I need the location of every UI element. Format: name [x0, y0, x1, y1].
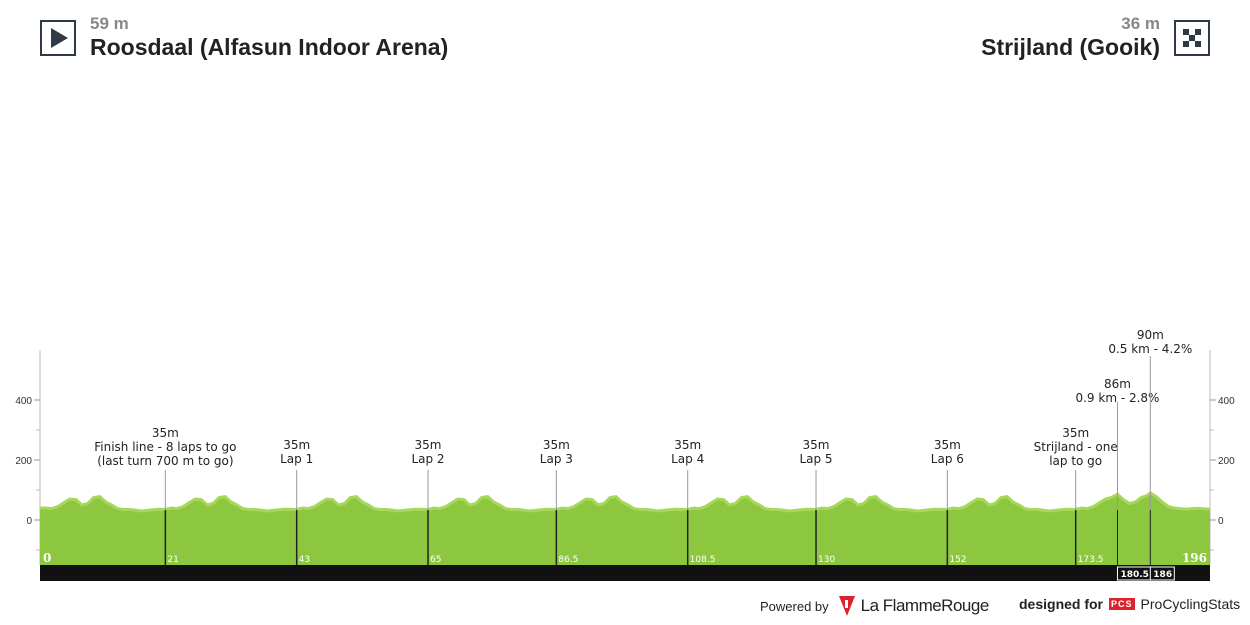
- annotation-elevation: 35m: [415, 438, 442, 452]
- y-tick-label-left: 200: [15, 456, 32, 467]
- start-location: Roosdaal (Alfasun Indoor Arena): [90, 34, 449, 60]
- annotation-elevation: 35m: [543, 438, 570, 452]
- annotation-elevation: 86m: [1104, 377, 1131, 391]
- checkered-flag-icon: [1174, 20, 1210, 56]
- annotation-elevation: 35m: [674, 438, 701, 452]
- km-marker-label: 180.5: [1120, 570, 1148, 580]
- km-marker-label: 21: [167, 555, 178, 565]
- annotation-elevation: 35m: [152, 426, 179, 440]
- annotation-label: Strijland - one: [1034, 440, 1118, 454]
- finish-elevation: 36 m: [1121, 14, 1160, 33]
- powered-by-label: Powered by: [760, 598, 829, 614]
- annotation-elevation: 35m: [934, 438, 961, 452]
- annotation-label: Lap 5: [799, 452, 832, 466]
- x-end-label: 196: [1182, 551, 1207, 565]
- y-tick-label-left: 400: [15, 396, 32, 407]
- flamme-rouge-icon: [838, 596, 855, 616]
- x-start-label: 0: [43, 551, 51, 565]
- y-tick-label-left: 0: [26, 516, 32, 527]
- km-marker-label: 130: [818, 555, 835, 565]
- annotation-label: Lap 2: [411, 452, 444, 466]
- y-tick-label-right: 400: [1218, 396, 1235, 407]
- distance-bar: [40, 565, 1210, 581]
- km-marker-label: 43: [299, 555, 310, 565]
- annotation-label: 0.5 km - 4.2%: [1108, 342, 1192, 356]
- annotation-label: Lap 1: [280, 452, 313, 466]
- annotation-label: Lap 6: [931, 452, 964, 466]
- annotation-label: Finish line - 8 laps to go: [94, 440, 236, 454]
- finish-location: Strijland (Gooik): [981, 34, 1160, 60]
- annotation-elevation: 35m: [1062, 426, 1089, 440]
- km-marker-label: 65: [430, 555, 441, 565]
- flamme-rouge-brand[interactable]: La FlammeRouge: [860, 596, 990, 615]
- procyclingstats-brand[interactable]: ProCyclingStats: [1140, 596, 1241, 612]
- designed-for-label: designed for: [1019, 596, 1104, 612]
- annotation-label: 0.9 km - 2.8%: [1075, 391, 1159, 405]
- km-marker-label: 186: [1153, 570, 1172, 580]
- km-marker-label: 108.5: [690, 555, 716, 565]
- km-marker-label: 86.5: [558, 555, 578, 565]
- annotation-label: lap to go: [1049, 454, 1102, 468]
- y-tick-label-right: 0: [1218, 516, 1224, 527]
- pcs-logo-icon: PCS: [1109, 598, 1135, 610]
- powered-by: Powered by La FlammeRouge: [760, 596, 989, 616]
- km-marker-label: 173.5: [1078, 555, 1104, 565]
- play-icon: [40, 20, 76, 56]
- km-marker-box: [1149, 566, 1175, 581]
- annotation-label: Lap 3: [540, 452, 573, 466]
- finish-header: 36 m Strijland (Gooik): [981, 14, 1210, 60]
- annotation-elevation: 90m: [1137, 328, 1164, 342]
- annotation-label: Lap 4: [671, 452, 704, 466]
- designed-for: designed for PCS ProCyclingStats: [1019, 596, 1240, 612]
- start-header: 59 m Roosdaal (Alfasun Indoor Arena): [40, 14, 448, 60]
- km-marker-label: 152: [949, 555, 966, 565]
- annotation-elevation: 35m: [803, 438, 830, 452]
- annotation-label: (last turn 700 m to go): [97, 454, 233, 468]
- y-tick-label-right: 200: [1218, 456, 1235, 467]
- start-elevation: 59 m: [90, 14, 129, 33]
- annotation-elevation: 35m: [283, 438, 310, 452]
- elevation-ridge: [40, 491, 1211, 513]
